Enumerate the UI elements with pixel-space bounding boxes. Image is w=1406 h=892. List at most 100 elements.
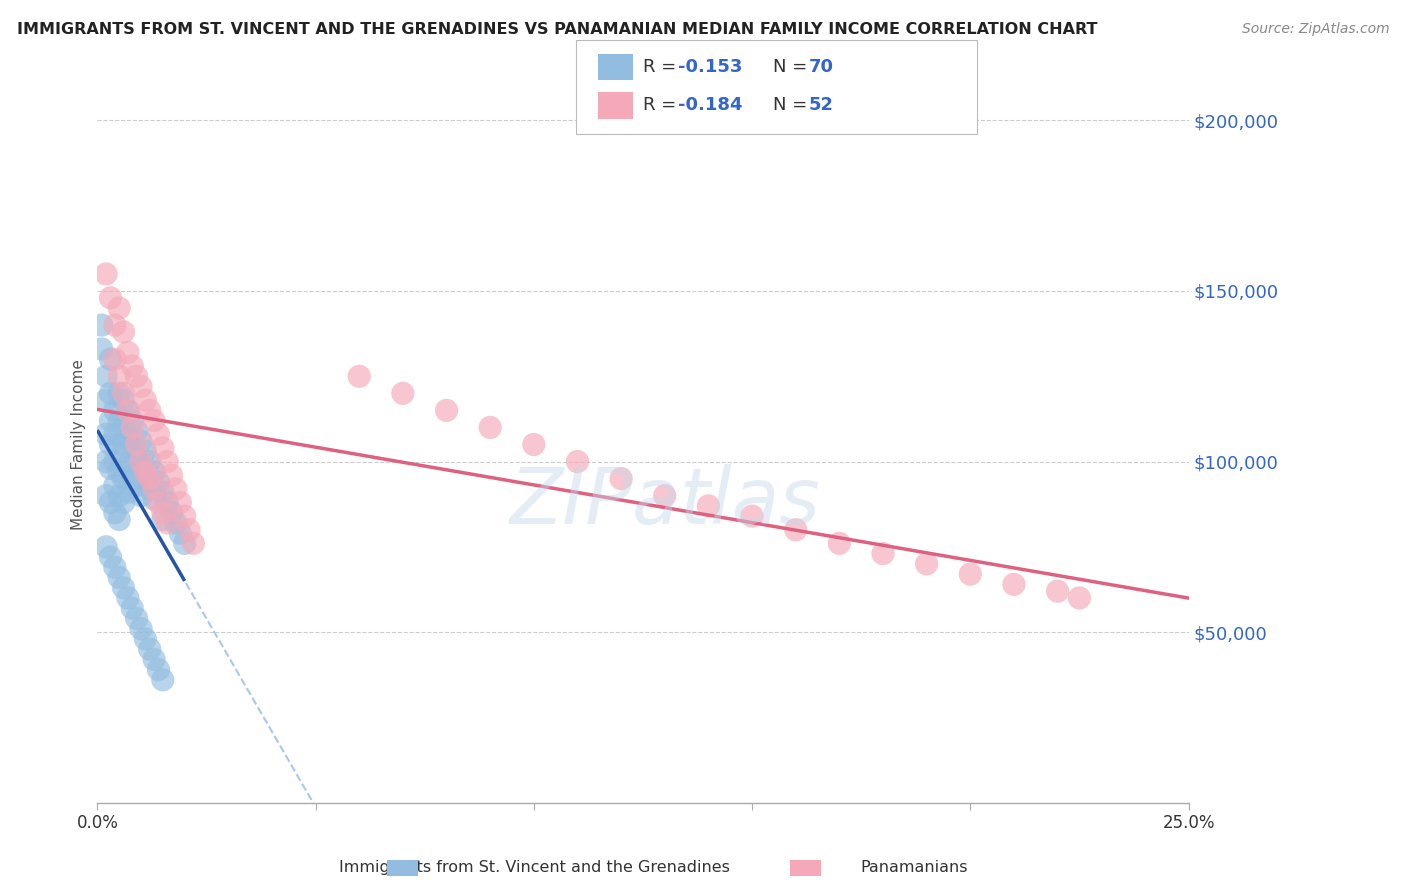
Point [125,451,148,466]
Point [143,491,166,506]
Text: R =: R = [643,58,682,76]
Point [125,611,148,625]
Point [156,454,179,468]
Point [108,437,131,451]
Point [785,523,807,537]
Point [121,359,143,373]
Point [94,267,117,281]
Point [129,434,152,448]
Text: 70: 70 [808,58,834,76]
Point [108,465,131,479]
Point [121,420,143,434]
Point [117,458,139,472]
Point [152,441,174,455]
Point [100,352,122,367]
Point [94,393,117,408]
Point [152,512,174,526]
Point [125,437,148,451]
Point [94,489,117,503]
Point [112,444,135,458]
Point [436,403,458,417]
Point [100,549,122,564]
Point [108,369,131,384]
Point [134,465,156,479]
Point [1046,584,1069,599]
Point [117,403,139,417]
Point [129,379,152,393]
Point [100,414,122,428]
Text: R =: R = [643,96,682,114]
Point [108,301,131,315]
Point [108,512,131,526]
Point [125,369,148,384]
Point [610,472,633,486]
Point [173,536,195,550]
Point [108,414,131,428]
Point [165,516,187,530]
Point [108,489,131,503]
Point [112,581,135,595]
Point [959,567,981,582]
Point [152,485,174,500]
Point [117,403,139,417]
Point [138,642,160,657]
Point [90,342,112,356]
Point [872,547,894,561]
Point [117,591,139,605]
Point [129,622,152,636]
Point [94,454,117,468]
Point [741,509,763,524]
Point [90,318,112,332]
Point [121,468,143,483]
Point [117,485,139,500]
Point [183,536,205,550]
Point [523,437,546,451]
Point [112,325,135,339]
Y-axis label: Median Family Income: Median Family Income [72,359,86,530]
Text: 52: 52 [808,96,834,114]
Point [112,420,135,434]
Point [104,318,127,332]
Point [567,454,589,468]
Point [138,472,160,486]
Point [138,403,160,417]
Point [160,506,183,520]
Point [112,393,135,408]
Point [112,472,135,486]
Point [104,454,127,468]
Text: Immigrants from St. Vincent and the Grenadines: Immigrants from St. Vincent and the Gren… [339,860,730,874]
Point [94,427,117,442]
Point [148,427,170,442]
Text: IMMIGRANTS FROM ST. VINCENT AND THE GRENADINES VS PANAMANIAN MEDIAN FAMILY INCOM: IMMIGRANTS FROM ST. VINCENT AND THE GREN… [17,22,1097,37]
Point [392,386,415,401]
Point [104,403,127,417]
Point [143,465,166,479]
Point [1002,577,1025,591]
Text: -0.153: -0.153 [678,58,742,76]
Point [121,414,143,428]
Point [134,444,156,458]
Point [100,291,122,305]
Point [94,369,117,384]
Point [165,482,187,496]
Point [148,495,170,509]
Text: Panamanians: Panamanians [860,860,967,874]
Point [125,424,148,438]
Point [134,632,156,646]
Point [117,345,139,359]
Point [104,352,127,367]
Point [108,570,131,584]
Point [121,601,143,615]
Point [100,386,122,401]
Point [112,386,135,401]
Point [117,431,139,445]
Point [134,472,156,486]
Point [160,468,183,483]
Point [121,441,143,455]
Point [143,652,166,666]
Point [129,461,152,475]
Text: N =: N = [773,58,813,76]
Point [108,386,131,401]
Point [104,427,127,442]
Point [143,414,166,428]
